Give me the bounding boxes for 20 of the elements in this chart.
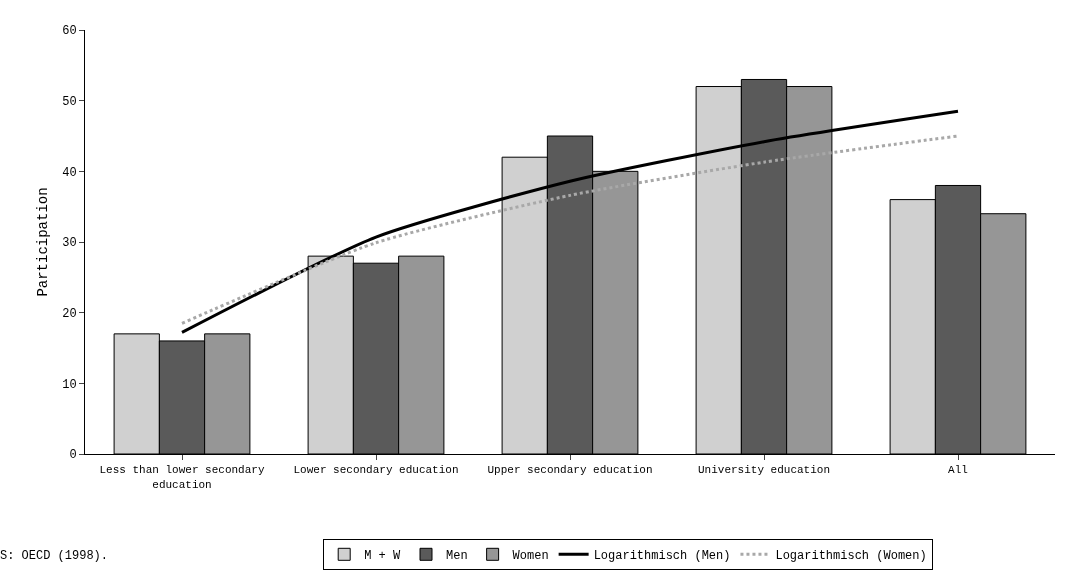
y-tick-label: 40: [62, 165, 77, 180]
y-tick-label: 20: [62, 306, 77, 321]
y-tick-label: 10: [62, 377, 77, 392]
x-tick-label: University education: [697, 464, 831, 477]
y-tick-label: 30: [62, 236, 77, 251]
x-tick-label: Upper secondary education: [487, 464, 653, 477]
text: S: OECD (1998).: [0, 549, 109, 563]
x-tick-label: Lower secondary education: [293, 464, 459, 477]
y-tick-label: 0: [69, 448, 77, 463]
y-axis-title: Participation: [35, 187, 51, 297]
legend-label: Logarithmisch (Men): [593, 548, 731, 563]
legend-label: Women: [512, 548, 549, 563]
legend-label: Men: [446, 548, 468, 563]
x-tick-label: All: [948, 464, 968, 477]
legend-label: Logarithmisch (Women): [775, 548, 927, 563]
legend-label: M + W: [364, 548, 401, 563]
x-tick-label: Less than lower secondary education: [99, 464, 265, 491]
y-tick-label: 50: [62, 94, 77, 109]
y-tick-label: 60: [62, 24, 77, 39]
line-series: [180, 134, 960, 325]
